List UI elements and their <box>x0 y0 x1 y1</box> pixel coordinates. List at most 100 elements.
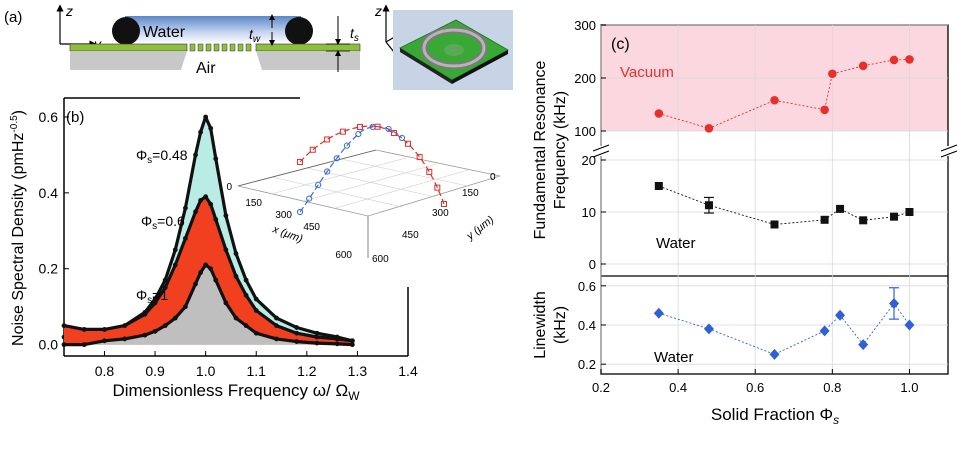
x-ticks-b: 0.8 0.9 1.0 1.1 1.2 1.3 1.4 <box>95 351 418 379</box>
inset-blue-marker <box>324 168 331 175</box>
x-tick-label-b: 1.0 <box>196 363 216 379</box>
series-label-2: Φs=1 <box>136 287 168 306</box>
inset-red-marker <box>441 201 447 207</box>
spectrum-point <box>294 330 300 336</box>
data-point <box>770 95 779 105</box>
air-label: Air <box>196 60 216 77</box>
panel-b-label: (b) <box>66 109 84 126</box>
spectrum-point <box>81 342 87 348</box>
y-axis-label-c-line1: Fundamental Resonance <box>532 61 549 240</box>
x-tick-label-c: 0.2 <box>592 380 610 395</box>
data-point <box>904 319 915 331</box>
inset-blue-marker <box>343 142 351 149</box>
data-point <box>770 220 779 229</box>
inset-blue-marker <box>398 134 406 142</box>
spectrum-point <box>102 327 107 332</box>
spectrum-point <box>208 266 214 272</box>
inset-red-marker <box>356 123 363 130</box>
inset-red-marker <box>309 146 316 153</box>
vacuum-series <box>654 55 914 133</box>
spectrum-point <box>172 262 178 268</box>
grid-c <box>600 24 948 374</box>
data-point <box>820 105 829 115</box>
spectrum-point <box>233 251 239 256</box>
y-tick-label-b: 0.0 <box>39 337 59 353</box>
y-tick-label-b: 0.4 <box>39 185 59 201</box>
data-point <box>905 208 914 216</box>
spectrum-point <box>162 323 168 329</box>
spectrum-point <box>334 341 340 347</box>
spectrum-point <box>203 194 209 200</box>
series-line <box>658 302 910 355</box>
spectrum-point <box>294 339 300 344</box>
plate-left <box>69 43 188 52</box>
inset-x-label: x (μm) <box>270 223 305 245</box>
x-tick-label-b: 0.8 <box>95 363 115 379</box>
spectrum-point <box>213 156 219 162</box>
spectrum-point <box>223 300 229 306</box>
data-point <box>835 309 846 321</box>
inset-blue-marker <box>306 195 313 202</box>
y-tick-label-c: 0.6 <box>578 279 596 294</box>
spectrum-point <box>253 330 259 336</box>
spectrum-point <box>334 336 340 342</box>
spectrum-point <box>162 285 168 291</box>
inset-blue-marker <box>315 181 322 189</box>
substrate-left <box>70 51 187 70</box>
spectrum-point <box>183 304 188 310</box>
water-frequency-series <box>654 182 914 229</box>
inset-y-tick: 300 <box>432 208 449 219</box>
inset-red-marker <box>404 140 411 147</box>
y-axis-label-linewidth-line2: (kHz) <box>552 306 569 344</box>
spectrum-point <box>193 281 198 287</box>
spectrum-point <box>213 277 219 283</box>
inset-red-marker <box>434 184 441 191</box>
right-meniscus-drop <box>285 17 313 45</box>
series-label-0: Φs=0.48 <box>136 147 188 166</box>
spectrum-point <box>314 340 320 346</box>
data-point <box>819 325 830 337</box>
tw-label: tw <box>249 26 261 45</box>
y-tick-label-c: 100 <box>574 124 596 139</box>
linewidth-series <box>653 287 915 360</box>
data-point <box>769 348 780 360</box>
spectrum-point <box>198 270 203 275</box>
spectrum-point <box>152 328 158 334</box>
spectrum-point <box>172 247 178 253</box>
y-tick-label-c: 0.4 <box>578 318 596 333</box>
inset-y-tick: 0 <box>490 172 496 183</box>
y-tick-label-c: 0 <box>589 257 596 272</box>
inset-red-marker <box>297 159 303 165</box>
x-tick-label-c: 0.4 <box>669 380 687 395</box>
data-point <box>820 215 829 224</box>
x-tick-label-b: 1.2 <box>297 363 317 379</box>
water-annotation-mid: Water <box>656 235 695 252</box>
plate-right <box>255 43 361 52</box>
x-tick-label-b: 0.9 <box>145 363 165 379</box>
spectrum-point <box>193 209 198 215</box>
inset-markers <box>296 123 447 216</box>
spectrum-point <box>122 323 128 329</box>
substrate-right <box>256 51 360 70</box>
x-tick-label-b: 1.3 <box>348 363 368 379</box>
spectrum-point <box>208 201 214 207</box>
series-line <box>658 58 910 129</box>
ts-label: ts <box>350 25 359 44</box>
inset-blue-marker <box>333 155 340 162</box>
x-tick-label-c: 0.8 <box>823 380 841 395</box>
series-labels-b: Φs=0.48 Φs=0.6 Φs=1 <box>136 147 188 306</box>
spectrum-point <box>274 336 279 342</box>
spectrum-point <box>223 247 229 253</box>
spectrum-point <box>223 213 229 219</box>
spectrum-point <box>274 315 279 321</box>
inset-y-tick: 450 <box>402 230 419 241</box>
inset-x-tick: 450 <box>303 222 320 233</box>
y-axis-label-b: Noise Spectral Density (pmHz-0.5) <box>9 110 27 346</box>
spectrum-point <box>233 315 239 321</box>
spectrum-point <box>314 330 320 336</box>
data-point <box>654 182 663 190</box>
spectrum-point <box>183 205 188 211</box>
y-axis-label-linewidth-line1: Linewidth <box>532 291 549 359</box>
inset-ticks: 0 150 300 450 600 600 450 300 150 0 <box>226 172 496 265</box>
